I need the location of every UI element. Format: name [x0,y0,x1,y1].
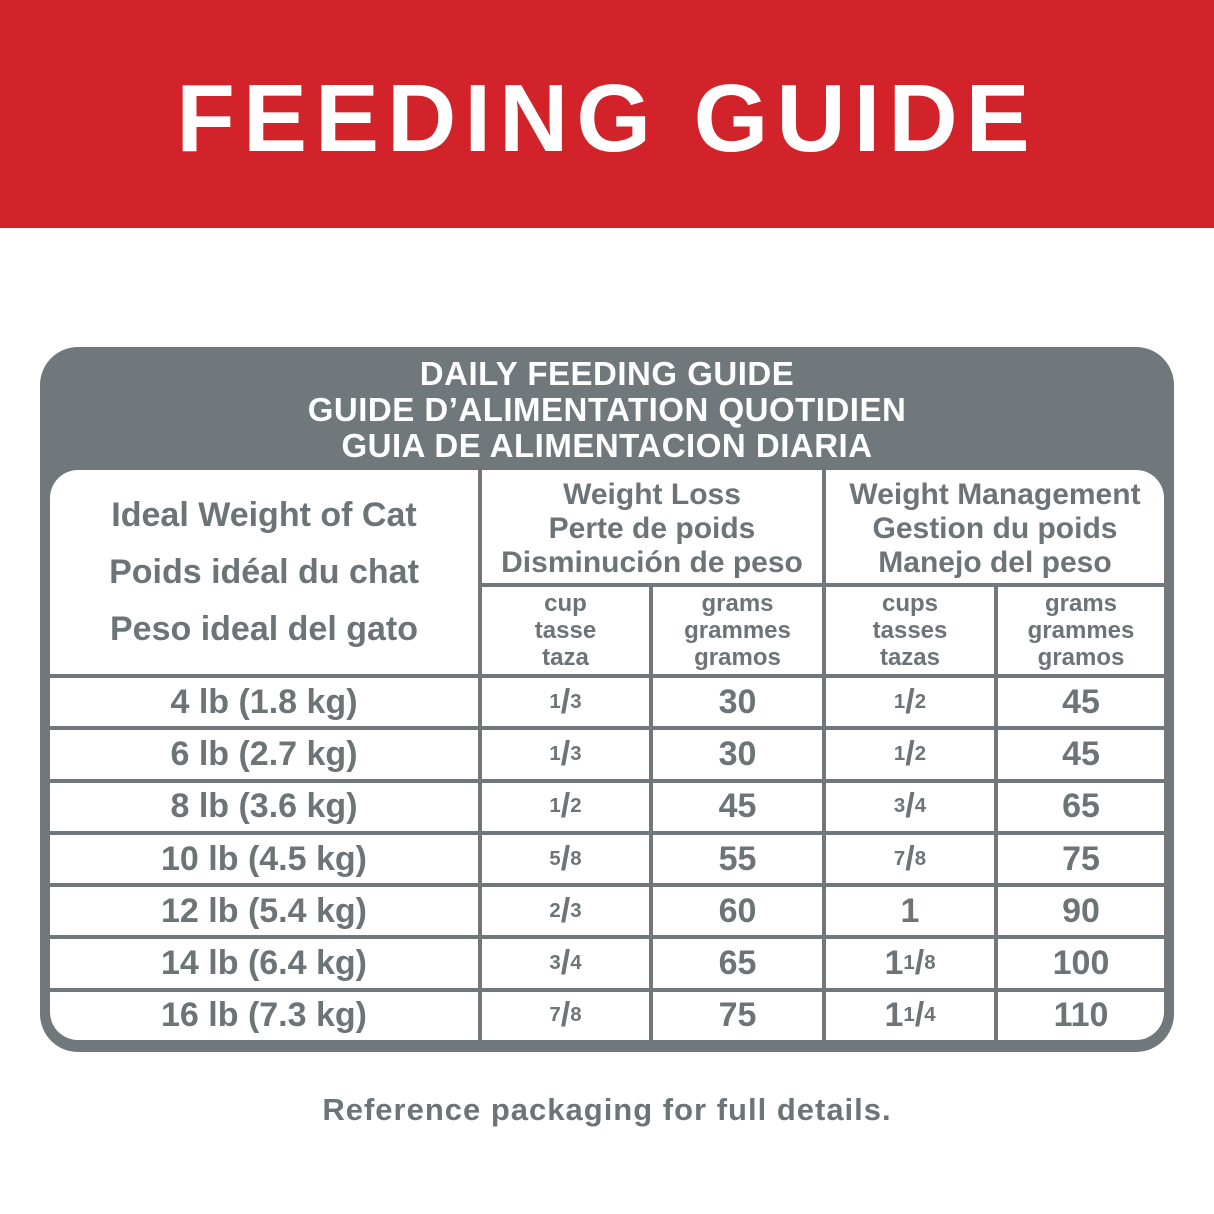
daily-feeding-guide-card: DAILY FEEDING GUIDE GUIDE D’ALIMENTATION… [40,347,1174,1053]
cell-weight-management-cups: 1/2 [822,726,994,779]
cell-ideal-weight: 14 lb (6.4 kg) [50,935,478,987]
cell-weight-loss-cup: 7/8 [478,987,649,1041]
cell-weight-management-grams: 110 [994,987,1164,1041]
feeding-table-panel: Ideal Weight of Cat Poids idéal du chat … [50,470,1164,1041]
cell-weight-management-cups: 1 1/8 [822,935,994,988]
cell-weight-management-cups: 1/2 [822,674,994,727]
cell-weight-loss-grams: 30 [649,674,822,727]
feeding-table: Ideal Weight of Cat Poids idéal du chat … [50,470,1164,1041]
feeding-guide-banner: FEEDING GUIDE [0,0,1214,228]
cell-weight-loss-grams: 60 [649,883,822,936]
col-group-weight-management: Weight Management Gestion du poids Manej… [822,470,1164,587]
cell-weight-loss-cup: 5/8 [478,830,649,884]
cell-weight-management-grams: 65 [994,778,1164,831]
subcol-weight-loss-cup: cup tasse taza [478,587,649,674]
cell-ideal-weight: 8 lb (3.6 kg) [50,778,478,831]
subcol-weight-loss-grams: grams grammes gramos [649,587,822,674]
subcol-weight-management-grams: grams grammes gramos [994,587,1164,674]
footer-note: Reference packaging for full details. [322,1092,892,1128]
cell-weight-loss-cup: 2/3 [478,883,649,936]
col-header-ideal-weight: Ideal Weight of Cat Poids idéal du chat … [109,495,419,648]
cell-weight-management-cups: 7/8 [822,830,994,884]
cell-ideal-weight: 4 lb (1.8 kg) [50,674,478,726]
cell-weight-management-grams: 100 [994,935,1164,988]
cell-weight-loss-cup: 3/4 [478,935,649,988]
cell-ideal-weight: 16 lb (7.3 kg) [50,987,478,1040]
cell-weight-loss-cup: 1/2 [478,778,649,831]
cell-weight-loss-cup: 1/3 [478,726,649,779]
cell-weight-management-grams: 75 [994,830,1164,884]
cell-weight-loss-grams: 65 [649,935,822,988]
cell-weight-loss-cup: 1/3 [478,674,649,727]
cell-weight-loss-grams: 55 [649,830,822,884]
banner-title: FEEDING GUIDE [176,65,1038,172]
cell-weight-management-cups: 1 [822,883,994,936]
cell-ideal-weight: 6 lb (2.7 kg) [50,726,478,778]
cell-weight-loss-grams: 30 [649,726,822,779]
cell-weight-loss-grams: 75 [649,987,822,1041]
cell-weight-loss-grams: 45 [649,778,822,831]
subcol-weight-management-cups: cups tasses tazas [822,587,994,674]
cell-ideal-weight: 10 lb (4.5 kg) [50,830,478,883]
cell-weight-management-grams: 45 [994,726,1164,779]
cell-ideal-weight: 12 lb (5.4 kg) [50,883,478,935]
cell-weight-management-cups: 3/4 [822,778,994,831]
cell-weight-management-cups: 1 1/4 [822,987,994,1041]
cell-weight-management-grams: 90 [994,883,1164,936]
card-title: DAILY FEEDING GUIDE GUIDE D’ALIMENTATION… [307,355,907,464]
cell-weight-management-grams: 45 [994,674,1164,727]
col-group-weight-loss: Weight Loss Perte de poids Disminución d… [478,470,822,587]
